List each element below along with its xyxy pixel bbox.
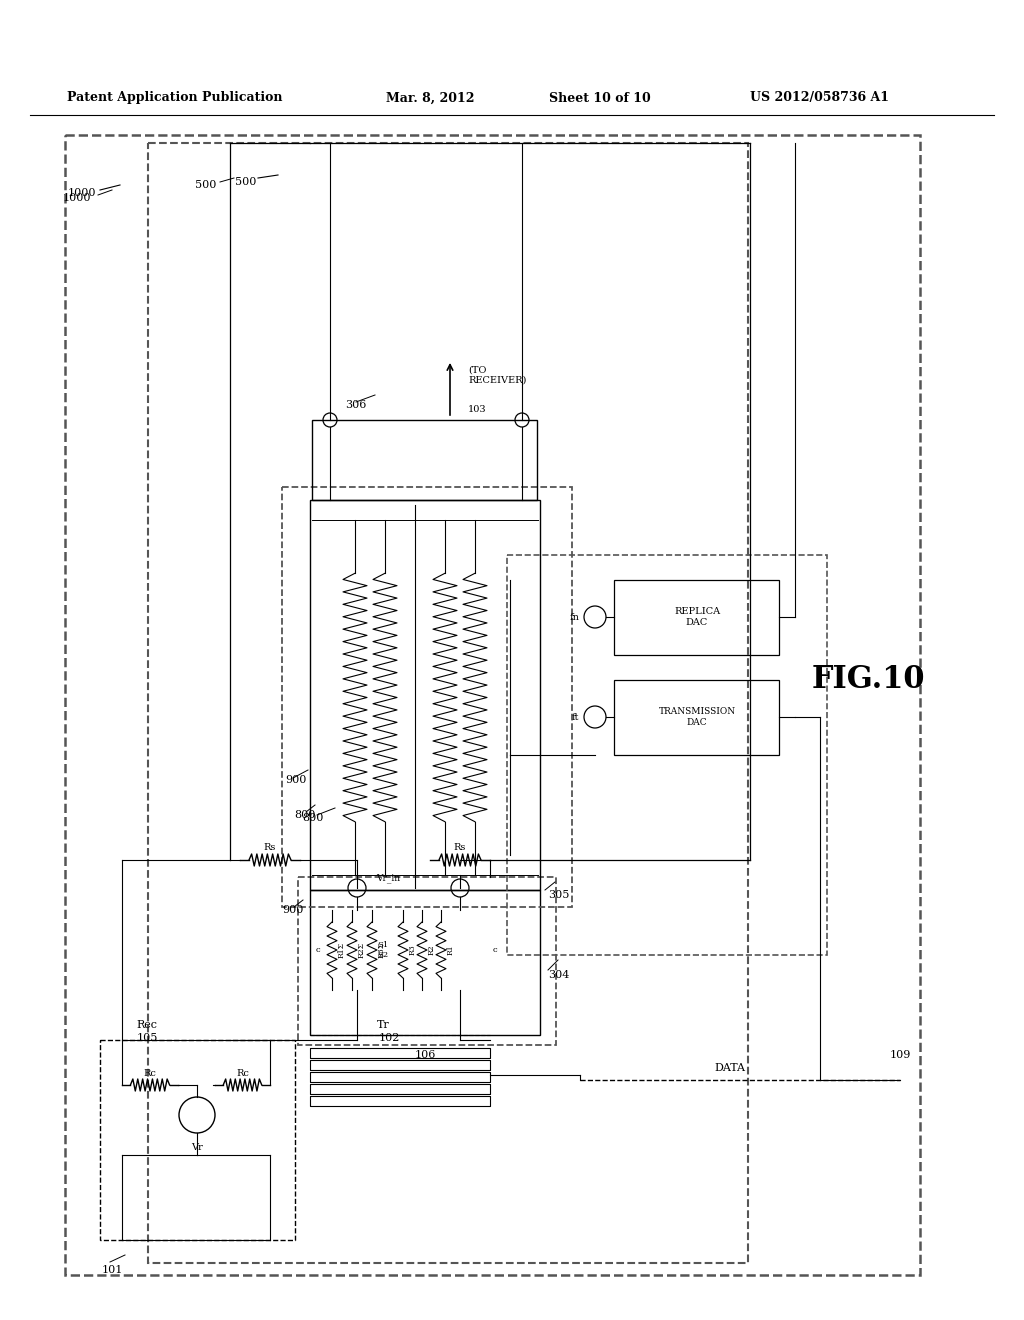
Text: 305: 305 — [548, 890, 569, 900]
Text: Vr: Vr — [191, 1143, 203, 1152]
Bar — [310, 1048, 490, 1059]
Bar — [65, 135, 920, 1275]
Text: c: c — [315, 946, 321, 954]
Text: S1: S1 — [378, 941, 389, 949]
Bar — [310, 1084, 490, 1094]
Text: R2Σ: R2Σ — [358, 942, 366, 958]
Text: FIG.10: FIG.10 — [811, 664, 925, 696]
Text: 109: 109 — [890, 1049, 911, 1060]
Text: 304: 304 — [548, 970, 569, 979]
Text: 106: 106 — [415, 1049, 436, 1060]
Text: Patent Application Publication: Patent Application Publication — [68, 91, 283, 104]
Text: 105: 105 — [136, 1034, 158, 1043]
Bar — [310, 890, 540, 1035]
Text: 1000: 1000 — [63, 193, 91, 203]
Text: 306: 306 — [345, 400, 367, 411]
Text: Tr: Tr — [377, 1020, 390, 1030]
Text: 103: 103 — [468, 405, 486, 414]
Text: Vr_in: Vr_in — [376, 873, 400, 883]
Text: fn: fn — [570, 612, 580, 622]
Text: Mar. 8, 2012: Mar. 8, 2012 — [386, 91, 474, 104]
Text: 500: 500 — [234, 177, 256, 187]
Text: R3: R3 — [409, 945, 417, 956]
Text: 900: 900 — [282, 906, 303, 915]
Text: Rec: Rec — [136, 1020, 158, 1030]
Bar — [310, 1096, 490, 1106]
Text: TRANSMISSION
DAC: TRANSMISSION DAC — [658, 708, 735, 727]
Bar — [148, 143, 748, 1263]
Text: US 2012/058736 A1: US 2012/058736 A1 — [751, 91, 890, 104]
Bar — [310, 500, 540, 890]
Text: REPLICA
DAC: REPLICA DAC — [674, 607, 720, 627]
Text: 800: 800 — [294, 810, 315, 820]
Text: (TO
RECEIVER): (TO RECEIVER) — [468, 366, 526, 384]
Bar — [310, 1072, 490, 1082]
Text: ft: ft — [571, 713, 579, 722]
Text: 900: 900 — [285, 775, 306, 785]
Text: R1: R1 — [447, 945, 455, 956]
Text: S2: S2 — [378, 950, 388, 960]
Text: c: c — [493, 946, 498, 954]
Bar — [614, 579, 779, 655]
Text: Rc: Rc — [237, 1068, 250, 1077]
Text: Rc: Rc — [143, 1068, 157, 1077]
Text: Rs: Rs — [264, 843, 276, 853]
Text: 1000: 1000 — [68, 187, 96, 198]
Bar — [310, 1060, 490, 1071]
Text: 101: 101 — [102, 1265, 123, 1275]
Text: R1Σ: R1Σ — [338, 942, 346, 958]
Text: Rs: Rs — [454, 843, 466, 853]
Text: R3Σ: R3Σ — [378, 942, 386, 958]
Text: 102: 102 — [379, 1034, 400, 1043]
Bar — [507, 554, 827, 954]
Bar — [282, 487, 572, 907]
Bar — [312, 420, 537, 500]
Text: Sheet 10 of 10: Sheet 10 of 10 — [549, 91, 651, 104]
Bar — [298, 876, 556, 1045]
Bar — [614, 680, 779, 755]
Bar — [100, 1040, 295, 1239]
Text: 800: 800 — [302, 813, 324, 822]
Text: 500: 500 — [195, 180, 216, 190]
Text: DATA: DATA — [715, 1063, 745, 1073]
Text: R2: R2 — [428, 945, 436, 956]
